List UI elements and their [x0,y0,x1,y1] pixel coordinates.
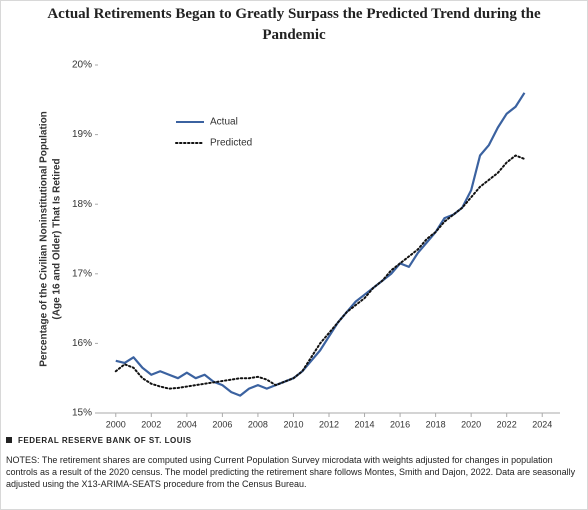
x-tick-label: 2000 [106,419,126,429]
x-tick-label: 2022 [497,419,517,429]
series-line [114,154,526,390]
x-tick-label: 2018 [426,419,446,429]
source: FEDERAL RESERVE BANK OF ST. LOUIS [18,436,192,445]
x-tick-label: 2024 [532,419,552,429]
x-tick-label: 2020 [461,419,481,429]
chart: Percentage of the Civilian Noninstitutio… [39,60,560,429]
y-axis-label: (Age 16 and Older) That Is Retired [52,158,63,319]
x-tick-label: 2016 [390,419,410,429]
notes: NOTES: The retirement shares are compute… [6,455,576,489]
y-tick-label: 17% [72,268,92,279]
x-tick-label: 2014 [355,419,375,429]
x-tick-label: 2008 [248,419,268,429]
y-axis-label: Percentage of the Civilian Noninstitutio… [39,111,50,367]
x-tick-label: 2010 [283,419,303,429]
x-tick-label: 2004 [177,419,197,429]
legend-label: Predicted [210,138,252,149]
series-line [115,92,526,397]
x-tick-label: 2002 [141,419,161,429]
y-tick-label: 16% [72,338,92,349]
source-icon [6,437,12,443]
y-tick-label: 19% [72,129,92,140]
chart-title: Actual Retirements Began to Greatly Surp… [47,6,541,43]
legend-label: Actual [210,117,238,128]
x-tick-label: 2006 [212,419,232,429]
source-line: FEDERAL RESERVE BANK OF ST. LOUIS [6,436,192,445]
x-tick-label: 2012 [319,419,339,429]
y-tick-label: 15% [72,408,92,419]
y-tick-label: 18% [72,199,92,210]
y-tick-label: 20% [72,60,92,71]
